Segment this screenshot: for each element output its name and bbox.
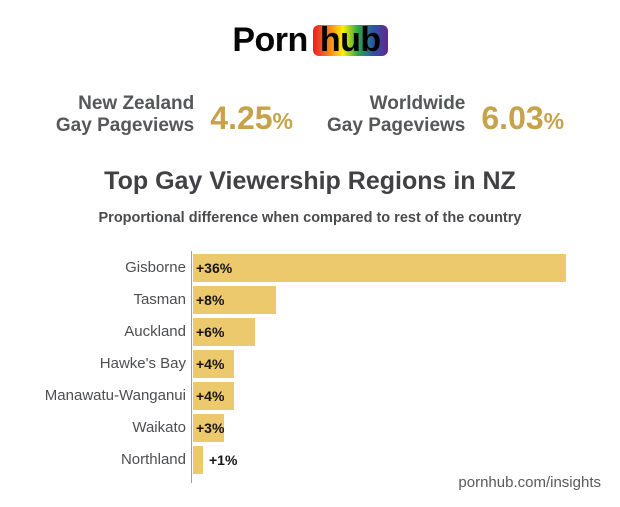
bar-area: +4% — [193, 382, 620, 410]
stat-value-percent-sign: % — [272, 108, 293, 134]
stat-label-worldwide: Worldwide Gay Pageviews — [327, 93, 465, 137]
bar-chart: Gisborne +36% Tasman +8% Auckland +6% Hawke's … — [0, 251, 620, 483]
pornhub-logo: Porn hub — [0, 0, 620, 57]
chart-subtitle: Proportional difference when compared to… — [98, 210, 522, 226]
region-label: Gisborne — [125, 259, 186, 276]
bar-value-label: +4% — [196, 356, 225, 372]
bar-value-label: +3% — [196, 420, 225, 436]
region-label: Tasman — [133, 291, 186, 308]
bar: +4% — [193, 350, 234, 378]
stat-worldwide: Worldwide Gay Pageviews 6.03% — [327, 93, 564, 137]
bar: +8% — [193, 286, 276, 314]
stat-label-new-zealand: New Zealand Gay Pageviews — [56, 93, 194, 137]
stat-value-new-zealand: 4.25% — [210, 102, 293, 137]
logo-text-hub: hub — [319, 21, 381, 59]
chart-row: Hawke's Bay +4% — [0, 350, 620, 382]
region-label: Hawke's Bay — [99, 355, 186, 372]
chart-row: Tasman +8% — [0, 286, 620, 318]
bar: +4% — [193, 382, 234, 410]
chart-row: Waikato +3% — [0, 414, 620, 446]
region-label: Waikato — [132, 419, 186, 436]
stats-row: New Zealand Gay Pageviews 4.25% Worldwid… — [0, 93, 620, 137]
bar: +6% — [193, 318, 255, 346]
chart-row: Auckland +6% — [0, 318, 620, 350]
stat-label-line2: Gay Pageviews — [327, 115, 466, 136]
stat-value-percent-sign: % — [543, 108, 565, 134]
bar-area: +1% — [193, 446, 620, 474]
chart-row: Gisborne +36% — [0, 254, 620, 286]
stat-label-line1: Worldwide — [369, 93, 466, 114]
footer-url: pornhub.com/insights — [458, 474, 601, 491]
bar-area: +36% — [193, 254, 620, 282]
bar-value-label: +6% — [196, 324, 225, 340]
bar-area: +3% — [193, 414, 620, 442]
bar-value-label: +8% — [196, 292, 225, 308]
stat-label-line2: Gay Pageviews — [55, 115, 195, 136]
stat-value-number: 6.03 — [481, 100, 544, 136]
region-label: Manawatu-Wanganui — [44, 387, 186, 404]
bar-value-label: +1% — [209, 452, 238, 468]
region-label: Northland — [120, 451, 186, 468]
bar-area: +4% — [193, 350, 620, 378]
stat-label-line1: New Zealand — [78, 93, 195, 114]
stat-value-number: 4.25 — [210, 100, 273, 136]
y-axis-line — [191, 251, 192, 483]
bar: +3% — [193, 414, 224, 442]
logo-rainbow-box: hub — [312, 21, 388, 59]
region-label: Auckland — [124, 323, 186, 340]
stat-new-zealand: New Zealand Gay Pageviews 4.25% — [56, 93, 293, 137]
chart-rows: Gisborne +36% Tasman +8% Auckland +6% Hawke's … — [0, 254, 620, 478]
bar-area: +8% — [193, 286, 620, 314]
bar-area: +6% — [193, 318, 620, 346]
bar-value-label: +4% — [196, 388, 225, 404]
logo-text-porn: Porn — [232, 21, 308, 59]
stat-value-worldwide: 6.03% — [481, 102, 564, 137]
chart-row: Manawatu-Wanganui +4% — [0, 382, 620, 414]
bar-value-label: +36% — [196, 260, 233, 276]
bar: +36% — [193, 254, 566, 282]
chart-row: Northland +1% — [0, 446, 620, 478]
bar — [193, 446, 203, 474]
chart-title: Top Gay Viewership Regions in NZ — [104, 167, 516, 195]
